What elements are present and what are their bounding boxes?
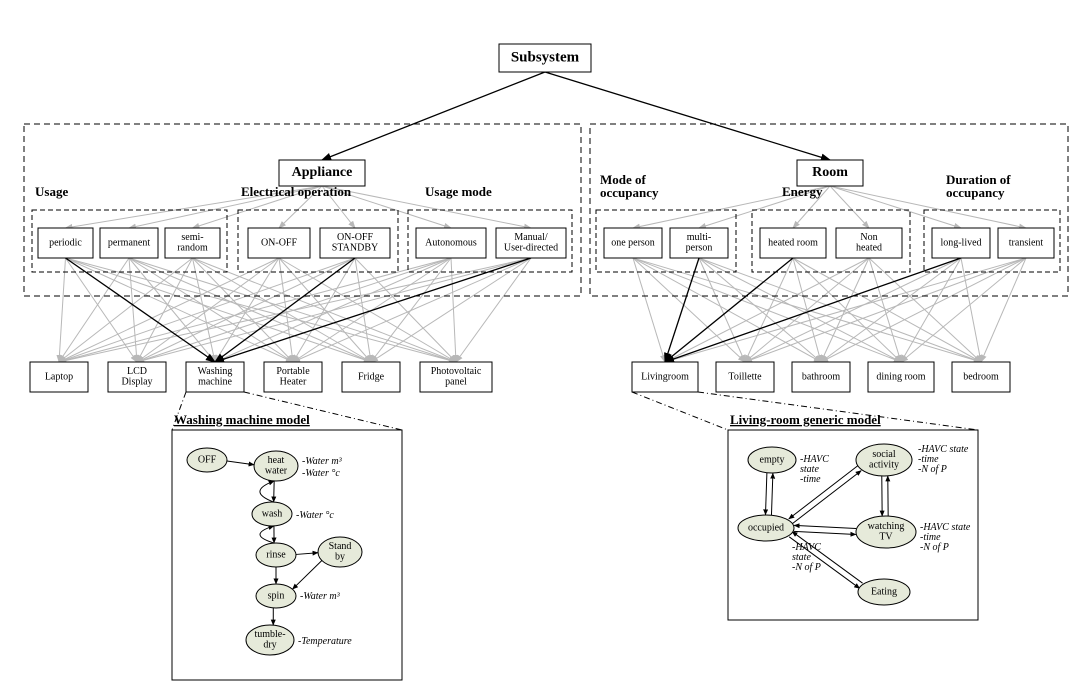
- svg-text:random: random: [177, 243, 208, 254]
- svg-text:Washing: Washing: [198, 366, 233, 377]
- svg-text:Laptop: Laptop: [45, 371, 73, 382]
- svg-text:bedroom: bedroom: [963, 371, 999, 382]
- svg-text:Stand: Stand: [329, 541, 352, 552]
- section-label: occupancy: [600, 185, 659, 200]
- svg-text:dry: dry: [263, 640, 276, 651]
- svg-text:ON-OFF: ON-OFF: [261, 237, 298, 248]
- edge: [665, 258, 869, 362]
- svg-text:multi-: multi-: [687, 232, 711, 243]
- svg-text:periodic: periodic: [49, 237, 82, 248]
- annotation: -N of P: [920, 542, 949, 553]
- svg-text:spin: spin: [268, 590, 285, 601]
- edge: [665, 258, 961, 362]
- edge: [59, 258, 451, 362]
- svg-text:activity: activity: [869, 460, 899, 471]
- svg-text:bathroom: bathroom: [802, 371, 841, 382]
- svg-text:semi-: semi-: [181, 232, 203, 243]
- edge: [665, 258, 699, 362]
- svg-text:OFF: OFF: [198, 454, 217, 465]
- svg-text:Subsystem: Subsystem: [511, 49, 580, 65]
- svg-text:water: water: [265, 466, 288, 477]
- svg-text:Room: Room: [812, 165, 848, 180]
- svg-text:empty: empty: [760, 454, 785, 465]
- svg-text:panel: panel: [445, 377, 467, 388]
- edge: [699, 258, 745, 362]
- svg-text:TV: TV: [879, 532, 893, 543]
- annotation: -time: [800, 474, 821, 485]
- section-label: Usage mode: [425, 184, 492, 199]
- svg-text:Heater: Heater: [280, 377, 307, 388]
- svg-text:one person: one person: [611, 237, 655, 248]
- svg-text:Manual/: Manual/: [514, 232, 548, 243]
- svg-text:Eating: Eating: [871, 586, 897, 597]
- washing-title: Washing machine model: [174, 412, 310, 427]
- svg-text:person: person: [686, 243, 713, 254]
- svg-text:tumble-: tumble-: [254, 629, 285, 640]
- livingroom-title: Living-room generic model: [730, 412, 881, 427]
- edge: [745, 258, 869, 362]
- annotation: -N of P: [918, 464, 947, 475]
- svg-text:wash: wash: [262, 508, 283, 519]
- svg-text:permanent: permanent: [108, 237, 150, 248]
- edge: [665, 258, 1026, 362]
- edge: [59, 258, 66, 362]
- svg-text:long-lived: long-lived: [940, 237, 981, 248]
- svg-text:Fridge: Fridge: [358, 371, 385, 382]
- svg-text:Photovoltaic: Photovoltaic: [431, 366, 482, 377]
- svg-text:rinse: rinse: [266, 549, 286, 560]
- section-label: Electrical operation: [241, 184, 352, 199]
- svg-text:dining room: dining room: [876, 371, 925, 382]
- svg-text:by: by: [335, 552, 345, 563]
- edge: [699, 258, 821, 362]
- svg-text:LCD: LCD: [127, 366, 147, 377]
- svg-text:social: social: [872, 449, 896, 460]
- section-label: occupancy: [946, 185, 1005, 200]
- svg-text:Toillette: Toillette: [728, 371, 762, 382]
- svg-text:Portable: Portable: [276, 366, 310, 377]
- edge: [66, 258, 216, 362]
- svg-text:occupied: occupied: [748, 522, 784, 533]
- svg-text:heat: heat: [268, 455, 285, 466]
- svg-text:transient: transient: [1009, 237, 1044, 248]
- annotation: -Water °c: [296, 510, 334, 521]
- edge: [633, 258, 821, 362]
- annotation: -Temperature: [298, 636, 352, 647]
- annotation: -Water °c: [302, 468, 340, 479]
- svg-text:Display: Display: [121, 377, 152, 388]
- section-label: Usage: [35, 184, 68, 199]
- svg-text:Livingroom: Livingroom: [641, 371, 689, 382]
- annotation: -Water m³: [300, 591, 341, 602]
- edge: [793, 258, 981, 362]
- edge: [371, 258, 531, 362]
- svg-text:STANDBY: STANDBY: [332, 243, 378, 254]
- svg-text:ON-OFF: ON-OFF: [337, 232, 374, 243]
- edge: [456, 258, 531, 362]
- svg-text:watching: watching: [868, 521, 905, 532]
- svg-text:Autonomous: Autonomous: [425, 237, 477, 248]
- svg-text:heated: heated: [856, 243, 882, 254]
- svg-text:heated room: heated room: [768, 237, 818, 248]
- edge: [293, 258, 531, 362]
- edge: [545, 72, 830, 160]
- svg-text:Non: Non: [860, 232, 877, 243]
- svg-text:machine: machine: [198, 377, 232, 388]
- svg-text:Appliance: Appliance: [292, 165, 353, 180]
- edge: [279, 258, 456, 362]
- edge: [981, 258, 1026, 362]
- edge: [322, 72, 545, 160]
- annotation: -N of P: [792, 562, 821, 573]
- svg-text:User-directed: User-directed: [504, 243, 558, 254]
- annotation: -Water m³: [302, 456, 343, 467]
- state-edge: [274, 481, 275, 502]
- detail-connector: [632, 392, 728, 430]
- edge: [699, 258, 981, 362]
- section-label: Energy: [782, 184, 823, 199]
- edge: [129, 258, 293, 362]
- edge: [821, 258, 1026, 362]
